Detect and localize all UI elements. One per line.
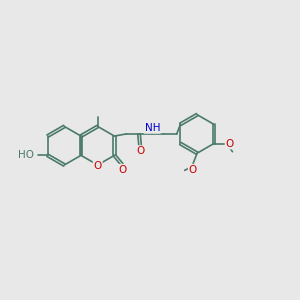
Text: O: O [119, 165, 127, 175]
Text: O: O [189, 165, 197, 175]
Text: O: O [94, 161, 102, 171]
Text: HO: HO [18, 150, 34, 161]
Text: NH: NH [145, 123, 160, 133]
Text: O: O [226, 139, 234, 148]
Text: O: O [136, 146, 144, 156]
